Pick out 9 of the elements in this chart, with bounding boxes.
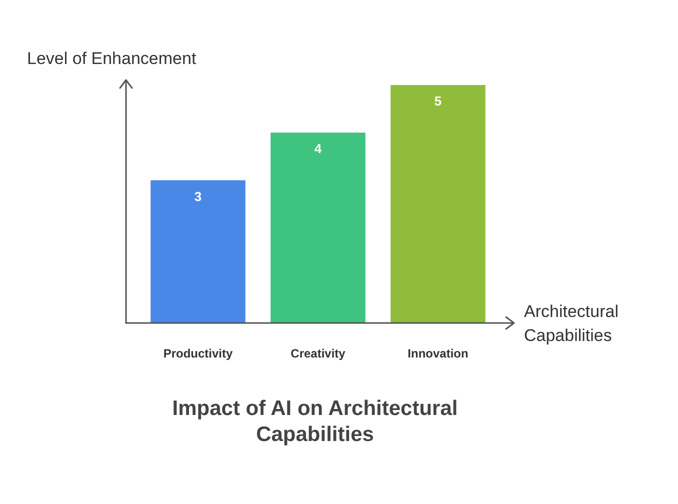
x-tick-label: Innovation (408, 346, 468, 360)
x-tick-label: Productivity (163, 346, 233, 360)
x-tick-label: Creativity (290, 346, 346, 360)
text: Impact of AI on Architectural Capabilities (171, 396, 459, 448)
data-label: 4 (314, 141, 322, 156)
x-axis-title: Architectural Capabilities (524, 301, 620, 347)
data-label: 3 (194, 188, 202, 204)
y-axis-title: Level of Enhancement (27, 49, 196, 69)
data-label: 5 (434, 94, 442, 109)
